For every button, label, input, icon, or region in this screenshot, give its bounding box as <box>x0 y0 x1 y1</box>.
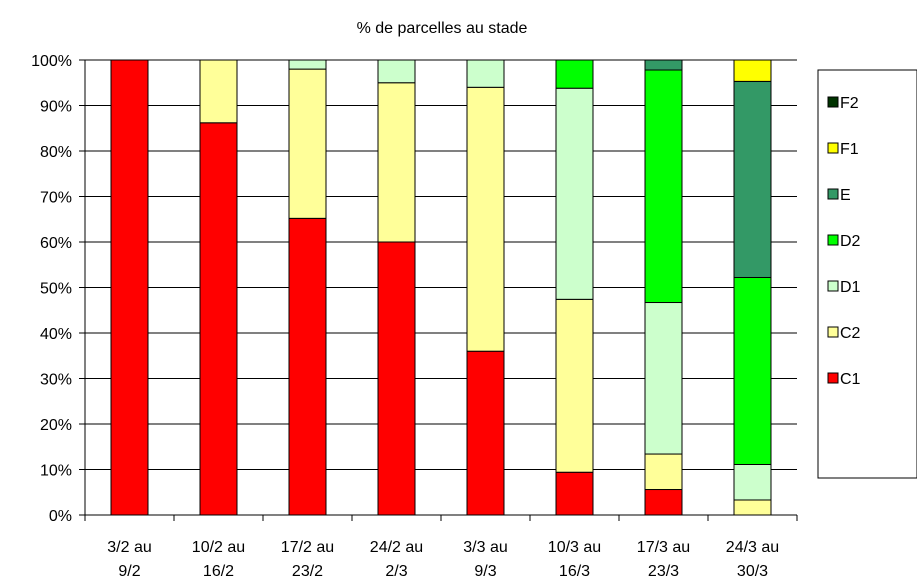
legend-label-c1: C1 <box>840 371 861 388</box>
y-tick-label: 50% <box>40 281 72 298</box>
legend: F2 F1 E D2 D1 C2 C1 <box>817 69 917 479</box>
bar-segment-d1 <box>733 463 772 501</box>
x-tick-label: 24/2 au <box>370 539 423 556</box>
x-tick-label: 16/3 <box>559 563 590 580</box>
x-tick-label: 2/3 <box>385 563 407 580</box>
y-tick-label: 30% <box>40 372 72 389</box>
legend-label-c2: C2 <box>840 325 861 342</box>
x-tick-label: 3/2 au <box>107 539 151 556</box>
bars <box>110 59 772 516</box>
x-tick-label: 9/2 <box>118 563 140 580</box>
legend-swatch-f1 <box>827 142 839 154</box>
y-tick-label: 90% <box>40 99 72 116</box>
axes <box>79 59 798 521</box>
bar-segment-c2 <box>199 59 238 124</box>
legend-label-e: E <box>840 187 851 204</box>
legend-swatch-d2 <box>827 234 839 246</box>
x-tick-label: 17/2 au <box>281 539 334 556</box>
bar-segment-c1 <box>377 241 416 516</box>
y-tick-label: 40% <box>40 326 72 343</box>
legend-swatch-f2 <box>827 96 839 108</box>
bar-segment-c1 <box>199 122 238 516</box>
y-tick-label: 0% <box>49 508 72 525</box>
bar-segment-d1 <box>377 59 416 84</box>
legend-label-d1: D1 <box>840 279 861 296</box>
bar-segment-c2 <box>555 298 594 473</box>
x-tick-label: 23/3 <box>648 563 679 580</box>
legend-swatch-d1 <box>827 280 839 292</box>
legend-label-d2: D2 <box>840 233 861 250</box>
x-tick-labels: 3/2 au 9/2 10/2 au 16/2 17/2 au 23/2 24/2 au 2/… <box>107 539 779 580</box>
bar-segment-d1 <box>644 302 683 455</box>
x-tick-label: 17/3 au <box>637 539 690 556</box>
bar-segment-d2 <box>644 69 683 304</box>
gridlines <box>85 59 797 470</box>
x-tick-label: 10/2 au <box>192 539 245 556</box>
bar-segment-d1 <box>555 87 594 300</box>
legend-swatch-c1 <box>827 372 839 384</box>
bar-segment-e <box>644 59 683 71</box>
bar-segment-d2 <box>555 59 594 89</box>
legend-swatch-e <box>827 188 839 200</box>
y-tick-label: 20% <box>40 417 72 434</box>
y-tick-label: 100% <box>31 53 72 70</box>
bar-segment-c2 <box>733 499 772 516</box>
x-tick-label: 16/2 <box>203 563 234 580</box>
x-tick-label: 9/3 <box>474 563 496 580</box>
legend-label-f1: F1 <box>840 141 859 158</box>
bar-segment-c1 <box>644 489 683 516</box>
bar-segment-c2 <box>288 68 327 219</box>
chart-title: % de parcelles au stade <box>357 20 528 37</box>
bar-segment-c1 <box>288 217 327 516</box>
x-tick-label: 23/2 <box>292 563 323 580</box>
bar-segment-c1 <box>466 350 505 516</box>
bar-segment-c2 <box>644 453 683 491</box>
bar-segment-e <box>733 80 772 278</box>
bar-segment-d2 <box>733 276 772 465</box>
x-tick-label: 10/3 au <box>548 539 601 556</box>
y-tick-labels: 0% 10% 20% 30% 40% 50% 60% 70% 80% 90% 100% <box>31 53 72 525</box>
y-tick-label: 60% <box>40 235 72 252</box>
x-tick-label: 24/3 au <box>726 539 779 556</box>
bar-segment-c1 <box>110 59 149 516</box>
y-tick-label: 80% <box>40 144 72 161</box>
bar-segment-d1 <box>288 59 327 70</box>
bar-segment-c1 <box>555 471 594 516</box>
x-tick-label: 3/3 au <box>463 539 507 556</box>
y-tick-label: 70% <box>40 190 72 207</box>
legend-swatch-c2 <box>827 326 839 338</box>
bar-segment-c2 <box>377 82 416 243</box>
bar-segment-f1 <box>733 59 772 82</box>
x-tick-label: 30/3 <box>737 563 768 580</box>
bar-segment-d1 <box>466 59 505 88</box>
bar-segment-c2 <box>466 86 505 352</box>
legend-label-f2: F2 <box>840 95 859 112</box>
legend-box <box>817 69 917 479</box>
y-tick-label: 10% <box>40 463 72 480</box>
